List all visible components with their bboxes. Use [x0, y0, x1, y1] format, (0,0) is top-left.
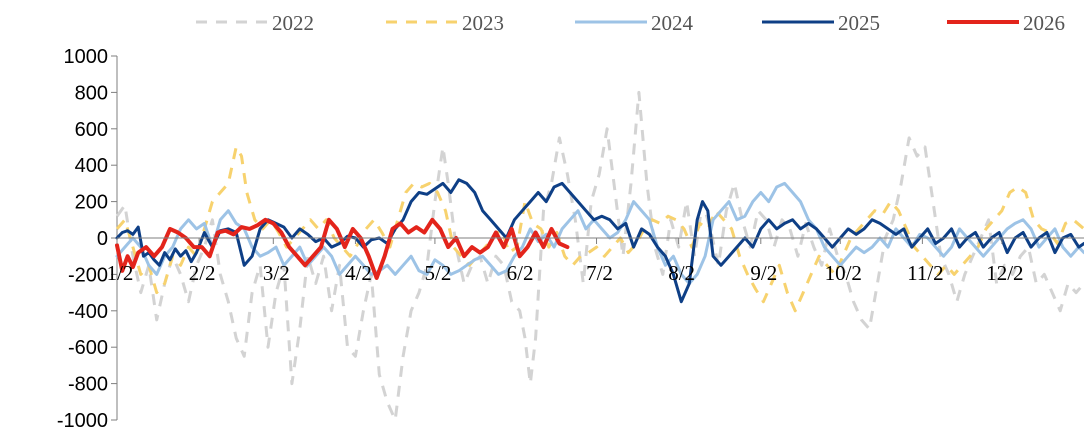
legend-label: 2024	[651, 11, 694, 35]
legend-item-2025: 2025	[762, 11, 880, 35]
y-tick-label: -600	[68, 337, 108, 359]
legend: 2022 2023 2024 2025 2026	[196, 11, 1065, 35]
x-tick-label: 7/2	[586, 261, 613, 285]
x-tick-label: 9/2	[750, 261, 777, 285]
x-tick-label: 12/2	[986, 261, 1023, 285]
y-tick-label: -1000	[57, 410, 108, 430]
y-tick-label: 200	[75, 192, 108, 214]
series-line-2026	[115, 217, 570, 280]
legend-item-2024: 2024	[575, 11, 694, 35]
series-line-2022	[115, 90, 1084, 422]
y-tick-label: 600	[75, 119, 108, 141]
y-tick-label: 0	[97, 228, 108, 250]
x-tick-label: 3/2	[263, 261, 290, 285]
y-axis: 1000 800 600 400 200 0 -200 -400 -600 -800 -1000	[57, 46, 118, 430]
x-tick-label: 5/2	[424, 261, 451, 285]
x-tick-label: 1/2	[107, 261, 134, 285]
legend-item-2026: 2026	[947, 11, 1065, 35]
legend-item-2023: 2023	[386, 11, 504, 35]
y-tick-label: 400	[75, 155, 108, 177]
y-tick-label: -400	[68, 301, 108, 323]
x-tick-label: 8/2	[668, 261, 695, 285]
x-tick-label: 10/2	[825, 261, 862, 285]
series-line-2023	[115, 145, 1084, 313]
x-tick-label: 2/2	[189, 261, 216, 285]
series-line-2025	[115, 178, 1084, 304]
x-axis-labels: 1/2 2/2 3/2 4/2 5/2 6/2 7/2 8/2 9/2 10/2 11/2 12/2	[107, 261, 1024, 285]
x-tick-label: 6/2	[507, 261, 534, 285]
x-tick-label: 11/2	[907, 261, 944, 285]
series-layer	[115, 90, 1084, 422]
legend-label: 2026	[1023, 11, 1065, 35]
y-tick-label: 800	[75, 82, 108, 104]
legend-label: 2022	[272, 11, 314, 35]
legend-label: 2023	[462, 11, 504, 35]
legend-item-2022: 2022	[196, 11, 314, 35]
series-line-2024	[115, 181, 1084, 285]
y-tick-label: 1000	[64, 46, 109, 68]
legend-label: 2025	[838, 11, 880, 35]
y-tick-label: -800	[68, 374, 108, 396]
zero-axis-layer	[116, 237, 1084, 244]
y-tick-label: -200	[68, 264, 108, 286]
x-tick-label: 4/2	[345, 261, 372, 285]
